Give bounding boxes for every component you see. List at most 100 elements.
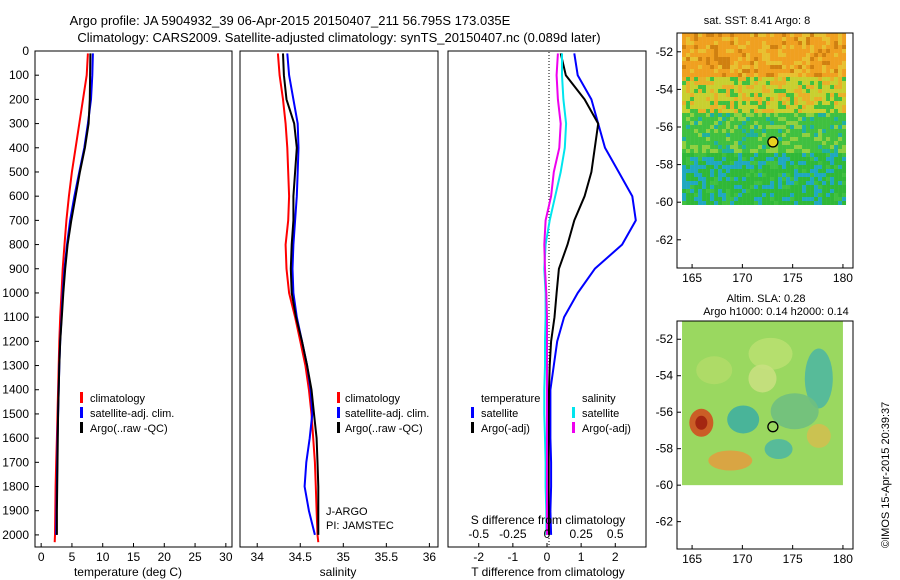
sst-cell: [778, 193, 783, 197]
sst-cell: [782, 189, 787, 193]
sst-cell: [838, 161, 843, 165]
sst-cell: [738, 85, 743, 89]
sst-cell: [710, 73, 715, 77]
sst-cell: [822, 169, 827, 173]
sst-cell: [782, 65, 787, 69]
sst-cell: [682, 145, 687, 149]
sst-cell: [798, 121, 803, 125]
sst-cell: [754, 57, 759, 61]
sst-cell: [822, 197, 827, 201]
sst-cell: [790, 105, 795, 109]
sst-cell: [838, 93, 843, 97]
sst-cell: [790, 161, 795, 165]
sst-cell: [710, 81, 715, 85]
sst-cell: [810, 61, 815, 65]
sst-cell: [842, 161, 847, 165]
sst-cell: [726, 57, 731, 61]
title-line-1: Argo profile: JA 5904932_39 06-Apr-2015 …: [70, 13, 511, 28]
y-tick-label: 500: [9, 165, 29, 179]
sst-cell: [770, 81, 775, 85]
sst-cell: [826, 117, 831, 121]
sst-cell: [834, 69, 839, 73]
sst-cell: [838, 121, 843, 125]
sst-cell: [782, 33, 787, 37]
sst-cell: [818, 137, 823, 141]
sst-cell: [690, 189, 695, 193]
sst-cell: [810, 69, 815, 73]
sst-cell: [794, 129, 799, 133]
sst-cell: [786, 37, 791, 41]
sst-cell: [786, 125, 791, 129]
legend-label-temp-satellite: satellite: [481, 408, 518, 420]
sst-cell: [798, 169, 803, 173]
sst-cell: [798, 145, 803, 149]
sst-cell: [822, 117, 827, 121]
sst-cell: [806, 41, 811, 45]
sst-cell: [786, 133, 791, 137]
sst-cell: [710, 133, 715, 137]
sst-cell: [830, 81, 835, 85]
sst-cell: [734, 85, 739, 89]
legend-swatch-climatology: [80, 392, 83, 403]
sst-cell: [762, 201, 767, 205]
sst-cell: [718, 45, 723, 49]
sst-cell: [802, 125, 807, 129]
sst-cell: [702, 197, 707, 201]
sst-cell: [758, 113, 763, 117]
sst-cell: [694, 141, 699, 145]
sst-cell: [826, 45, 831, 49]
sla-map-lon-tick-label: 180: [833, 552, 853, 566]
sst-cell: [698, 37, 703, 41]
sst-cell: [814, 97, 819, 101]
sst-cell: [694, 69, 699, 73]
sst-cell: [834, 37, 839, 41]
sst-cell: [726, 181, 731, 185]
sst-cell: [718, 165, 723, 169]
sst-cell: [750, 145, 755, 149]
sst-cell: [822, 57, 827, 61]
sst-cell: [818, 157, 823, 161]
sst-cell: [706, 157, 711, 161]
sst-cell: [706, 193, 711, 197]
sst-cell: [770, 33, 775, 37]
sst-cell: [702, 141, 707, 145]
sst-cell: [794, 73, 799, 77]
sst-cell: [726, 53, 731, 57]
sst-cell: [722, 193, 727, 197]
sst-cell: [798, 185, 803, 189]
sst-cell: [706, 89, 711, 93]
sst-cell: [698, 141, 703, 145]
sst-cell: [782, 181, 787, 185]
sst-cell: [762, 85, 767, 89]
sst-cell: [718, 185, 723, 189]
sst-cell: [778, 45, 783, 49]
sst-cell: [694, 189, 699, 193]
sst-cell: [790, 61, 795, 65]
sst-cell: [782, 177, 787, 181]
sst-cell: [838, 97, 843, 101]
sst-cell: [822, 45, 827, 49]
sst-cell: [714, 117, 719, 121]
difference-x-tick-label: 0: [544, 550, 551, 564]
sst-cell: [762, 53, 767, 57]
sst-cell: [798, 49, 803, 53]
sst-cell: [698, 201, 703, 205]
sst-cell: [838, 117, 843, 121]
sst-cell: [746, 37, 751, 41]
sst-map-lat-tick-label: -56: [656, 120, 674, 134]
sst-cell: [710, 125, 715, 129]
sst-cell: [834, 109, 839, 113]
sst-cell: [806, 153, 811, 157]
sst-cell: [806, 161, 811, 165]
sst-cell: [786, 65, 791, 69]
sst-cell: [694, 89, 699, 93]
legend-swatch-satellite: [80, 407, 83, 418]
sst-cell: [838, 173, 843, 177]
sst-cell: [754, 73, 759, 77]
sst-cell: [834, 65, 839, 69]
sst-cell: [790, 185, 795, 189]
sst-cell: [778, 141, 783, 145]
sst-cell: [814, 69, 819, 73]
sst-cell: [762, 145, 767, 149]
